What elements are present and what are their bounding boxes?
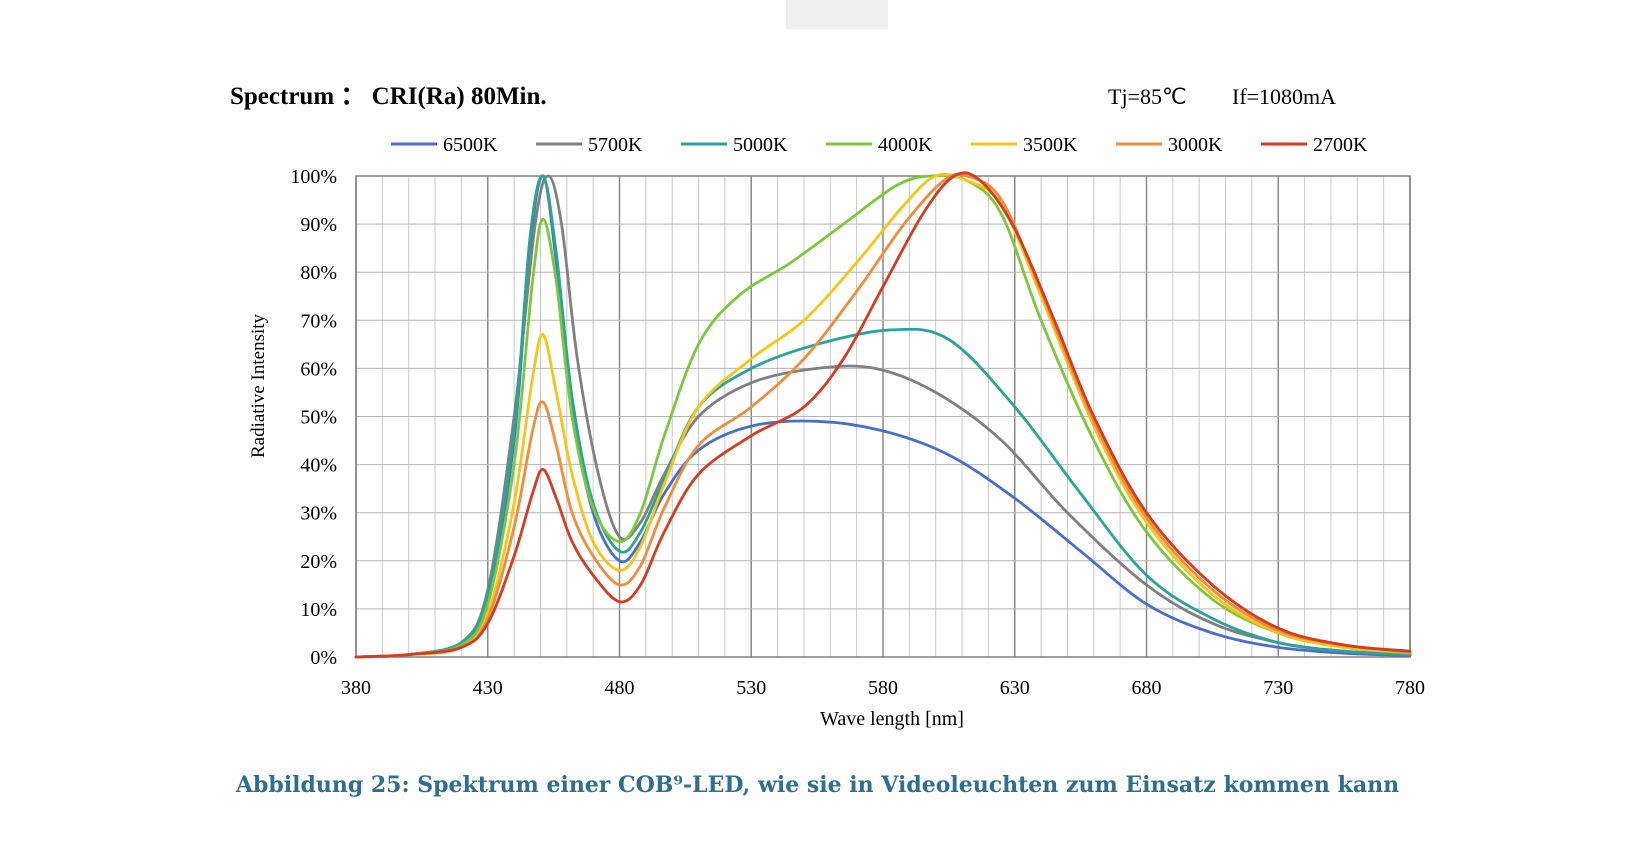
series-line-5000K <box>354 174 1412 659</box>
spectrum-chart: Spectrum ： CRI(Ra) 80Min. Tj=85℃ If=1080… <box>230 83 1425 730</box>
legend-label: 5700K <box>588 134 643 156</box>
x-axis-label: Wave length [nm] <box>820 708 964 730</box>
legend-label: 4000K <box>878 134 933 156</box>
y-tick-label: 30% <box>300 503 337 525</box>
series-line-2700K <box>354 171 1412 659</box>
y-tick-label: 50% <box>300 407 337 429</box>
x-tick-labels: 380 430 480 530 580 630 680 730 780 <box>341 677 1425 699</box>
legend-entry-5000K: 5000K <box>681 134 788 156</box>
y-tick-label: 60% <box>300 358 337 380</box>
y-tick-label: 100% <box>290 166 337 188</box>
legend-entry-3000K: 3000K <box>1116 134 1223 156</box>
y-tick-label: 70% <box>300 310 337 332</box>
y-tick-label: 20% <box>300 551 337 573</box>
plot-frame <box>355 175 1411 658</box>
figure-caption: Abbildung 25: Spektrum einer COB⁹-LED, w… <box>235 772 1400 798</box>
legend-entry-4000K: 4000K <box>826 134 933 156</box>
x-tick-label: 730 <box>1263 677 1293 699</box>
x-tick-label: 430 <box>473 677 503 699</box>
y-tick-label: 40% <box>300 455 337 477</box>
legend-entry-2700K: 2700K <box>1261 134 1368 156</box>
y-tick-labels: 0% 10% 20% 30% 40% 50% 60% 70% 80% 90% 100% <box>290 166 337 669</box>
y-tick-label: 80% <box>300 262 337 284</box>
series-line-3500K <box>354 172 1412 659</box>
chart-title: Spectrum ： CRI(Ra) 80Min. <box>230 83 547 110</box>
series-line-4000K <box>354 174 1412 659</box>
x-tick-label: 480 <box>605 677 635 699</box>
annotation-if: If=1080mA <box>1232 84 1336 109</box>
legend-entry-5700K: 5700K <box>536 134 643 156</box>
legend-label: 3500K <box>1023 134 1078 156</box>
x-tick-label: 530 <box>736 677 766 699</box>
legend-label: 2700K <box>1313 134 1368 156</box>
legend-entry-3500K: 3500K <box>971 134 1078 156</box>
legend-label: 3000K <box>1168 134 1223 156</box>
y-tick-label: 0% <box>310 647 337 669</box>
x-tick-label: 580 <box>868 677 898 699</box>
legend: 6500K 5700K 5000K 4000K 3500K 3000K 2700K <box>391 134 1368 156</box>
series-line-5700K <box>354 174 1412 659</box>
annotation-tj: Tj=85℃ <box>1108 84 1187 109</box>
y-tick-label: 90% <box>300 214 337 236</box>
series-layer <box>354 171 1412 659</box>
x-tick-label: 380 <box>341 677 371 699</box>
x-tick-label: 780 <box>1395 677 1425 699</box>
y-tick-label: 10% <box>300 599 337 621</box>
legend-label: 6500K <box>443 134 498 156</box>
x-tick-label: 630 <box>1000 677 1030 699</box>
legend-entry-6500K: 6500K <box>391 134 498 156</box>
y-axis-label: Radiative Intensity <box>248 313 269 458</box>
series-line-3000K <box>354 172 1412 659</box>
x-tick-label: 680 <box>1132 677 1162 699</box>
top-tab-stub <box>786 0 888 29</box>
legend-label: 5000K <box>733 134 788 156</box>
